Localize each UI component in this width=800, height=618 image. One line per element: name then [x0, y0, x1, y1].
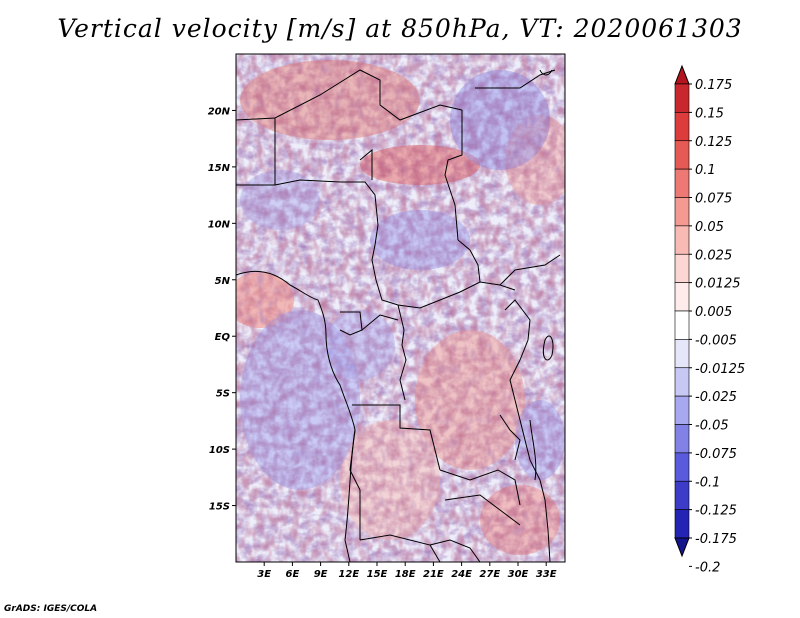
colorbar-swatch — [674, 424, 690, 454]
colorbar-label: -0.05 — [695, 419, 729, 434]
y-tick-label: 10S — [209, 445, 230, 456]
colorbar: 0.175 0.15 0.125 0.1 0.075 0.05 0.025 0.0125 0.0… — [674, 64, 745, 575]
x-tick-label: 33E — [536, 569, 557, 580]
y-tick-label: 20N — [208, 106, 231, 117]
colorbar-swatch — [674, 367, 690, 397]
x-tick-label: 18E — [395, 569, 416, 580]
colorbar-swatch — [674, 225, 690, 255]
colorbar-label: -0.005 — [695, 333, 737, 348]
vertical-velocity-field — [236, 54, 565, 562]
colorbar-label: 0.15 — [695, 106, 724, 121]
x-tick-label: 9E — [314, 569, 328, 580]
x-tick-label: 21E — [423, 569, 444, 580]
y-tick-label: 5N — [215, 276, 231, 287]
x-tick-label: 30E — [508, 569, 529, 580]
colorbar-label: -0.025 — [695, 390, 737, 405]
colorbar-swatch — [674, 253, 690, 283]
y-tick-label: 5S — [216, 389, 230, 400]
map-frame — [235, 53, 566, 563]
colorbar-label: 0.005 — [695, 305, 732, 320]
y-tick-label: 15N — [208, 163, 231, 174]
colorbar-swatch — [674, 168, 690, 198]
colorbar-swatch — [674, 310, 690, 340]
colorbar-label: 0.125 — [695, 135, 732, 150]
y-tick-label: EQ — [215, 332, 231, 343]
colorbar-label: 0.0125 — [695, 277, 741, 292]
grads-credit: GrADS: IGES/COLA — [4, 604, 98, 614]
x-tick-label: 24E — [451, 569, 472, 580]
colorbar-label: 0.05 — [695, 220, 724, 235]
colorbar-label: -0.075 — [695, 447, 737, 462]
y-axis-ticks: 20N 15N 10N 5N EQ 5S 10S 15S — [208, 106, 236, 513]
y-tick-label: 10N — [208, 219, 231, 230]
x-axis-ticks: 3E 6E 9E 12E 15E 18E 21E 24E 27E 30E 33E — [257, 562, 557, 580]
colorbar-swatch — [674, 112, 690, 142]
colorbar-label: 0.1 — [695, 163, 716, 178]
colorbar-label: 0.175 — [695, 78, 732, 93]
y-tick-label: 15S — [209, 502, 230, 513]
x-tick-label: 6E — [286, 569, 300, 580]
colorbar-label: -0.1 — [695, 475, 720, 490]
x-tick-label: 27E — [479, 569, 500, 580]
colorbar-label: -0.0125 — [695, 362, 745, 377]
colorbar-label: -0.175 — [695, 532, 737, 547]
colorbar-swatch — [674, 339, 690, 369]
colorbar-label: -0.125 — [695, 504, 737, 519]
colorbar-swatch — [674, 452, 690, 482]
colorbar-swatch — [674, 395, 690, 425]
colorbar-swatch — [674, 282, 690, 312]
colorbar-bottom-arrow — [674, 537, 690, 558]
colorbar-swatch — [674, 83, 690, 113]
colorbar-top-arrow — [674, 64, 690, 85]
x-tick-label: 15E — [367, 569, 388, 580]
map-title: Vertical velocity [m/s] at 850hPa, VT: 2… — [57, 14, 743, 43]
colorbar-swatch — [674, 480, 690, 510]
colorbar-swatch — [674, 197, 690, 227]
country-boundaries — [236, 69, 561, 562]
x-tick-label: 3E — [257, 569, 271, 580]
x-tick-label: 12E — [338, 569, 359, 580]
colorbar-label: 0.025 — [695, 248, 732, 263]
colorbar-label: -0.2 — [695, 560, 720, 575]
colorbar-label: 0.075 — [695, 192, 732, 207]
colorbar-swatch — [674, 140, 690, 170]
colorbar-swatch — [674, 509, 690, 539]
